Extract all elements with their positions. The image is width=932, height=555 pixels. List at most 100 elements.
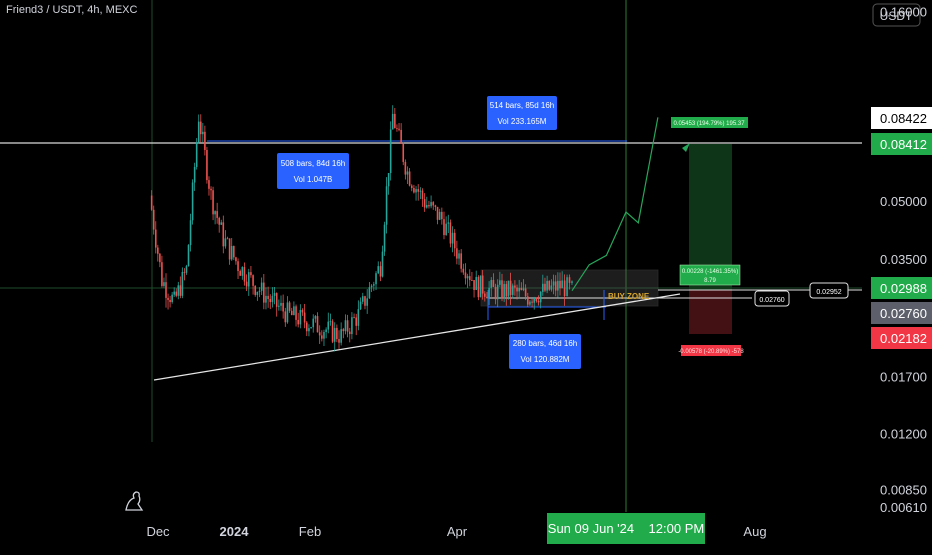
candle — [396, 124, 398, 132]
cursor-time-label-text: Sun 09 Jun '24 12:00 PM — [548, 521, 704, 536]
chart-title: Friend3 / USDT, 4h, MEXC — [6, 4, 138, 16]
candle — [169, 295, 171, 308]
time-tick-label: Apr — [447, 524, 468, 539]
candle — [413, 184, 415, 194]
candle — [554, 275, 557, 297]
price-tick-label: 0.00850 — [880, 483, 927, 498]
candle — [267, 286, 269, 308]
candle — [389, 121, 392, 181]
candle — [175, 288, 178, 298]
candle — [550, 279, 553, 292]
candle — [346, 314, 349, 338]
candle — [453, 229, 456, 257]
candle — [230, 237, 233, 261]
candle — [331, 319, 334, 344]
candle — [288, 300, 291, 313]
candle — [220, 219, 223, 225]
price-badge: 0.08412 — [871, 133, 932, 155]
candle — [333, 322, 336, 352]
candle — [419, 187, 422, 200]
range-left-label: 508 bars, 84d 16h Vol 1.047B — [277, 153, 349, 189]
candle — [222, 215, 225, 254]
candle — [237, 258, 239, 279]
currency-selector[interactable]: USDT — [872, 3, 921, 27]
candle — [438, 208, 441, 221]
candle — [379, 261, 382, 282]
candle — [152, 205, 155, 235]
candle — [410, 184, 413, 192]
candle — [368, 282, 371, 299]
candle — [202, 123, 204, 143]
candle — [353, 313, 355, 319]
time-tick-label: Feb — [299, 524, 321, 539]
price-badge-label: 0.02988 — [880, 281, 927, 296]
range-left-label-line2: Vol 1.047B — [294, 175, 333, 184]
candle — [228, 238, 231, 265]
candle — [546, 275, 548, 294]
candle — [321, 330, 323, 342]
candle — [336, 324, 338, 343]
candle — [173, 287, 175, 297]
candle — [421, 188, 424, 207]
candle — [531, 298, 533, 308]
price-badge: 0.02182 — [871, 327, 932, 349]
candle — [501, 273, 503, 302]
candle — [432, 201, 435, 210]
candle — [387, 172, 390, 195]
candle — [290, 307, 293, 316]
candle — [441, 207, 443, 225]
candle — [150, 190, 153, 211]
buy-zone-label: BUY ZONE — [608, 292, 650, 301]
candle — [245, 274, 248, 292]
price-tag-2: 0.02952 — [809, 282, 849, 299]
candle — [486, 292, 488, 299]
price-tick-label: 0.01700 — [880, 370, 927, 385]
candle — [404, 159, 407, 180]
candle — [406, 166, 409, 185]
candle — [329, 313, 332, 326]
candle — [204, 125, 206, 156]
candle — [263, 274, 265, 310]
candle — [212, 186, 214, 221]
projection-path — [571, 117, 659, 292]
candle — [494, 283, 497, 305]
candle — [417, 184, 420, 201]
candle — [524, 284, 527, 301]
time-tick-label: Aug — [743, 524, 766, 539]
entry-label: 0.00228 (-1461.35%) 8.79 — [679, 264, 741, 286]
candle — [366, 289, 368, 314]
candle — [443, 211, 445, 240]
candle — [460, 249, 462, 273]
candle — [400, 123, 402, 144]
time-tick-label: Dec — [146, 524, 170, 539]
candle — [241, 266, 244, 280]
price-tag-1-text: 0.02760 — [759, 297, 784, 304]
candle — [325, 327, 327, 339]
price-badge: 0.02988 — [871, 277, 932, 299]
candle — [208, 176, 210, 196]
entry-label-line2: 8.79 — [704, 278, 716, 284]
price-tag-1: 0.02760 — [754, 290, 790, 307]
price-tick-label: 0.05000 — [880, 194, 927, 209]
candle — [177, 281, 180, 300]
candle — [511, 283, 514, 299]
candle — [193, 162, 196, 191]
candle — [163, 277, 165, 288]
candle — [391, 105, 394, 130]
range-bottom-label: 280 bars, 46d 16h Vol 120.882M — [509, 334, 581, 369]
range-top-label: 514 bars, 85d 16h Vol 233.165M — [487, 96, 557, 130]
candle — [161, 255, 163, 288]
candle — [364, 295, 366, 310]
candle — [278, 299, 280, 311]
time-axis-ticks: Dec 2024 Feb Apr Aug — [146, 524, 766, 539]
candle — [552, 274, 555, 295]
candle — [185, 264, 188, 275]
candle — [167, 293, 169, 310]
candle — [544, 277, 546, 293]
candle — [373, 281, 375, 291]
price-badge-label: 0.02760 — [880, 306, 927, 321]
candle — [303, 303, 306, 329]
candle — [256, 291, 259, 301]
